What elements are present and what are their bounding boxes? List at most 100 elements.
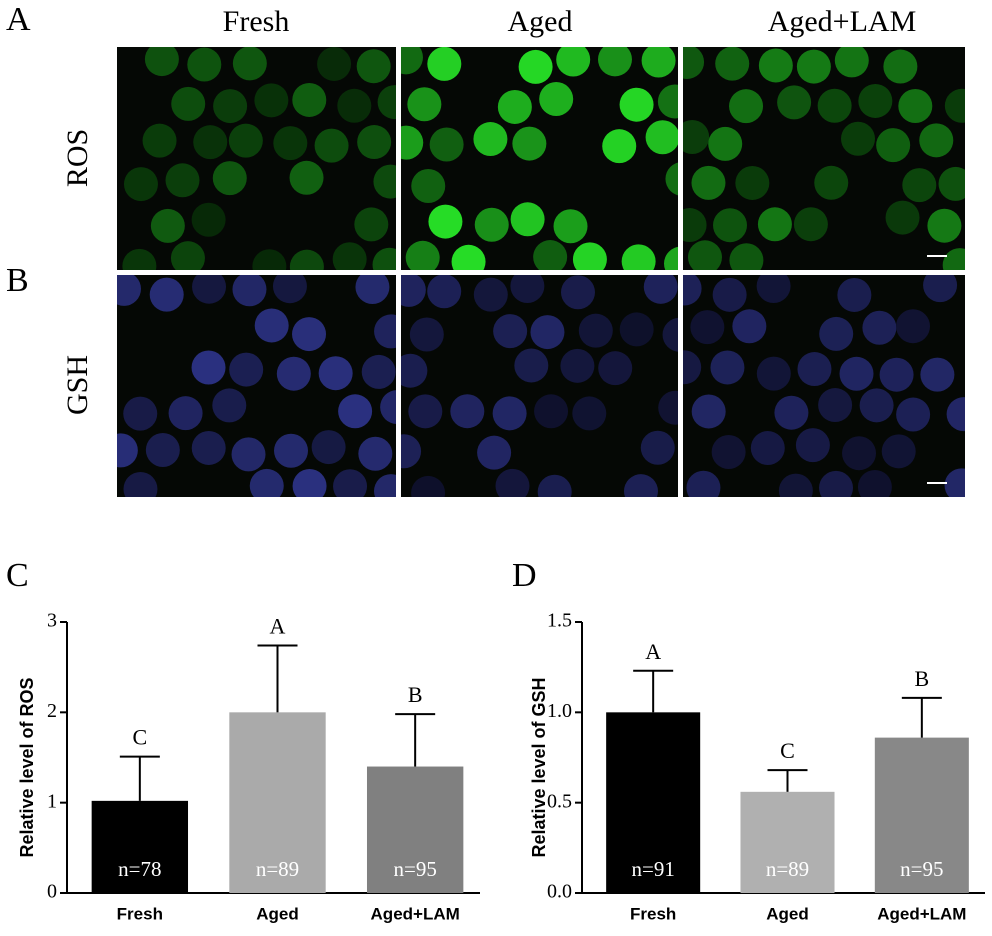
cell bbox=[407, 87, 442, 122]
cell bbox=[229, 352, 264, 387]
cell bbox=[879, 357, 914, 392]
cell bbox=[117, 433, 138, 468]
panel-label: B bbox=[6, 262, 29, 299]
cell bbox=[553, 209, 588, 244]
cell bbox=[254, 308, 289, 343]
cell bbox=[123, 167, 158, 202]
cells bbox=[683, 47, 965, 270]
cell bbox=[757, 207, 792, 242]
cell bbox=[191, 430, 226, 465]
n-label: n=89 bbox=[766, 857, 809, 881]
cell bbox=[862, 310, 897, 345]
cell bbox=[814, 165, 849, 200]
significance-label: C bbox=[132, 725, 147, 750]
column-title: Fresh bbox=[223, 5, 290, 38]
cell bbox=[756, 356, 791, 391]
n-label: n=89 bbox=[256, 857, 299, 881]
y-tick-label: 1 bbox=[47, 790, 57, 812]
cell bbox=[168, 396, 203, 431]
bar bbox=[229, 712, 326, 893]
n-label: n=95 bbox=[393, 857, 436, 881]
bar bbox=[91, 800, 189, 893]
cell bbox=[662, 317, 678, 352]
x-tick-label: Aged+LAM bbox=[371, 904, 460, 923]
cell bbox=[232, 275, 267, 307]
cell bbox=[374, 314, 396, 349]
cell bbox=[708, 126, 743, 161]
cell bbox=[377, 85, 396, 120]
cell bbox=[145, 432, 180, 467]
cell bbox=[401, 125, 424, 160]
cell bbox=[338, 394, 373, 429]
cell bbox=[289, 249, 324, 270]
cell bbox=[665, 162, 678, 196]
y-axis-label: Relative level of GSH bbox=[529, 677, 549, 857]
cell bbox=[896, 309, 931, 344]
cell bbox=[818, 388, 853, 423]
cell bbox=[777, 85, 812, 120]
cell bbox=[429, 127, 464, 162]
divider bbox=[396, 47, 401, 497]
cell bbox=[317, 47, 352, 81]
cell bbox=[944, 88, 965, 123]
cell bbox=[170, 241, 205, 270]
x-tick-label: Aged bbox=[766, 904, 809, 923]
cell bbox=[249, 468, 284, 497]
cell bbox=[640, 430, 675, 465]
cell bbox=[292, 317, 327, 352]
cell bbox=[834, 47, 869, 78]
cell bbox=[276, 356, 311, 391]
cell bbox=[619, 87, 654, 122]
cell bbox=[713, 208, 748, 243]
cell bbox=[333, 469, 368, 497]
cell bbox=[373, 164, 396, 199]
cell bbox=[212, 388, 247, 423]
y-tick-label: 0.0 bbox=[547, 881, 572, 903]
cells bbox=[401, 275, 678, 497]
cell bbox=[165, 163, 200, 198]
cell bbox=[427, 47, 462, 81]
cell bbox=[401, 47, 423, 75]
significance-label: C bbox=[780, 738, 795, 763]
panel-label: D bbox=[512, 557, 537, 594]
cell bbox=[619, 312, 654, 347]
cell bbox=[374, 474, 396, 497]
y-tick-label: 0.5 bbox=[547, 790, 572, 812]
cell bbox=[318, 356, 353, 391]
bar bbox=[740, 791, 835, 893]
cell bbox=[361, 354, 396, 389]
cells bbox=[683, 275, 965, 497]
x-tick-label: Fresh bbox=[630, 904, 676, 923]
cell bbox=[560, 348, 595, 383]
cell bbox=[473, 122, 508, 157]
cell bbox=[683, 275, 702, 306]
cell bbox=[142, 123, 177, 158]
cell bbox=[883, 49, 918, 84]
cell bbox=[477, 435, 512, 470]
cell bbox=[732, 309, 767, 344]
cell bbox=[492, 396, 527, 431]
micrographs bbox=[117, 47, 965, 497]
cell bbox=[228, 123, 263, 158]
y-axis-label: Relative level of ROS bbox=[17, 677, 37, 857]
cell bbox=[411, 168, 446, 203]
cell bbox=[944, 468, 965, 497]
y-tick-label: 1.5 bbox=[547, 610, 572, 632]
y-tick-label: 2 bbox=[47, 700, 57, 722]
cell bbox=[683, 120, 710, 155]
cell bbox=[450, 394, 485, 429]
cell bbox=[597, 47, 632, 77]
cell bbox=[572, 242, 607, 270]
cells bbox=[122, 47, 396, 270]
cell bbox=[842, 436, 877, 471]
cell bbox=[144, 47, 179, 77]
cell bbox=[942, 248, 965, 270]
cell bbox=[758, 48, 793, 83]
cell bbox=[497, 89, 532, 124]
cell bbox=[272, 275, 307, 304]
cell bbox=[859, 388, 894, 423]
cell bbox=[896, 397, 931, 432]
micrograph bbox=[401, 275, 678, 497]
cell bbox=[254, 83, 289, 118]
